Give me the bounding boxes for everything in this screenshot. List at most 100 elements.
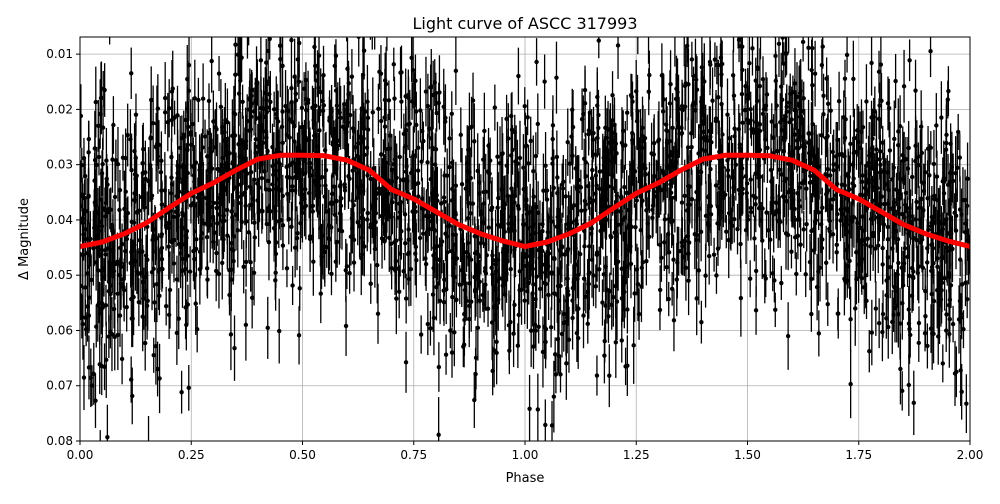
data-point — [614, 340, 618, 344]
data-point — [447, 165, 451, 169]
data-point — [86, 150, 90, 154]
data-point — [438, 299, 442, 303]
data-point — [680, 244, 684, 248]
data-point — [518, 156, 522, 160]
data-point — [404, 296, 408, 300]
data-point — [847, 259, 851, 263]
data-point — [239, 55, 243, 59]
data-point — [615, 299, 619, 303]
data-point — [397, 290, 401, 294]
data-point — [482, 129, 486, 133]
data-point — [379, 152, 383, 156]
data-point — [843, 136, 847, 140]
data-point — [481, 221, 485, 225]
data-point — [459, 133, 463, 137]
data-point — [297, 41, 301, 45]
data-point — [783, 51, 787, 55]
data-point — [157, 294, 161, 298]
data-point — [965, 177, 969, 181]
data-point — [712, 253, 716, 257]
data-point — [749, 127, 753, 131]
data-point — [492, 348, 496, 352]
data-point — [564, 194, 568, 198]
data-point — [569, 134, 573, 138]
data-point — [426, 227, 430, 231]
data-point — [534, 154, 538, 158]
data-point — [322, 103, 326, 107]
data-point — [662, 240, 666, 244]
data-point — [312, 45, 316, 49]
data-point — [907, 327, 911, 331]
data-point — [826, 102, 830, 106]
data-point — [115, 260, 119, 264]
data-point — [635, 267, 639, 271]
data-point — [484, 271, 488, 275]
data-point — [404, 360, 408, 364]
data-point — [824, 76, 828, 80]
data-point — [878, 163, 882, 167]
data-point — [907, 307, 911, 311]
data-point — [387, 98, 391, 102]
data-point — [188, 269, 192, 273]
data-point — [594, 284, 598, 288]
data-point — [738, 242, 742, 246]
data-point — [79, 114, 83, 118]
data-point — [744, 174, 748, 178]
data-point — [817, 331, 821, 335]
data-point — [321, 109, 325, 113]
data-point — [861, 125, 865, 129]
data-point — [951, 322, 955, 326]
data-point — [782, 149, 786, 153]
data-point — [412, 181, 416, 185]
data-point — [287, 135, 291, 139]
data-point — [696, 177, 700, 181]
data-point — [247, 230, 251, 234]
data-point — [493, 105, 497, 109]
data-point — [129, 71, 133, 75]
data-point — [187, 89, 191, 93]
data-point — [838, 207, 842, 211]
data-point — [128, 261, 132, 265]
data-point — [82, 156, 86, 160]
data-point — [941, 361, 945, 365]
data-point — [789, 250, 793, 254]
data-point — [745, 214, 749, 218]
data-point — [466, 216, 470, 220]
data-point — [414, 123, 418, 127]
data-point — [895, 304, 899, 308]
data-point — [902, 84, 906, 88]
data-point — [777, 42, 781, 46]
data-point — [444, 352, 448, 356]
data-point — [882, 202, 886, 206]
data-point — [328, 119, 332, 123]
data-point — [474, 288, 478, 292]
data-point — [682, 30, 686, 34]
data-point — [636, 146, 640, 150]
data-point — [879, 99, 883, 103]
data-point — [621, 296, 625, 300]
data-point — [625, 225, 629, 229]
data-point — [244, 260, 248, 264]
data-point — [900, 301, 904, 305]
data-point — [913, 88, 917, 92]
data-point — [810, 83, 814, 87]
data-point — [796, 234, 800, 238]
data-point — [97, 155, 101, 159]
data-point — [128, 137, 132, 141]
data-point — [423, 256, 427, 260]
data-point — [565, 249, 569, 253]
data-point — [368, 0, 372, 3]
data-point — [953, 371, 957, 375]
data-point — [308, 237, 312, 241]
data-point — [83, 227, 87, 231]
data-point — [431, 292, 435, 296]
data-point — [376, 312, 380, 316]
data-point — [200, 145, 204, 149]
data-point — [826, 167, 830, 171]
data-point — [730, 175, 734, 179]
data-point — [740, 121, 744, 125]
data-point — [389, 215, 393, 219]
data-point — [365, 217, 369, 221]
data-point — [420, 129, 424, 133]
data-point — [807, 151, 811, 155]
